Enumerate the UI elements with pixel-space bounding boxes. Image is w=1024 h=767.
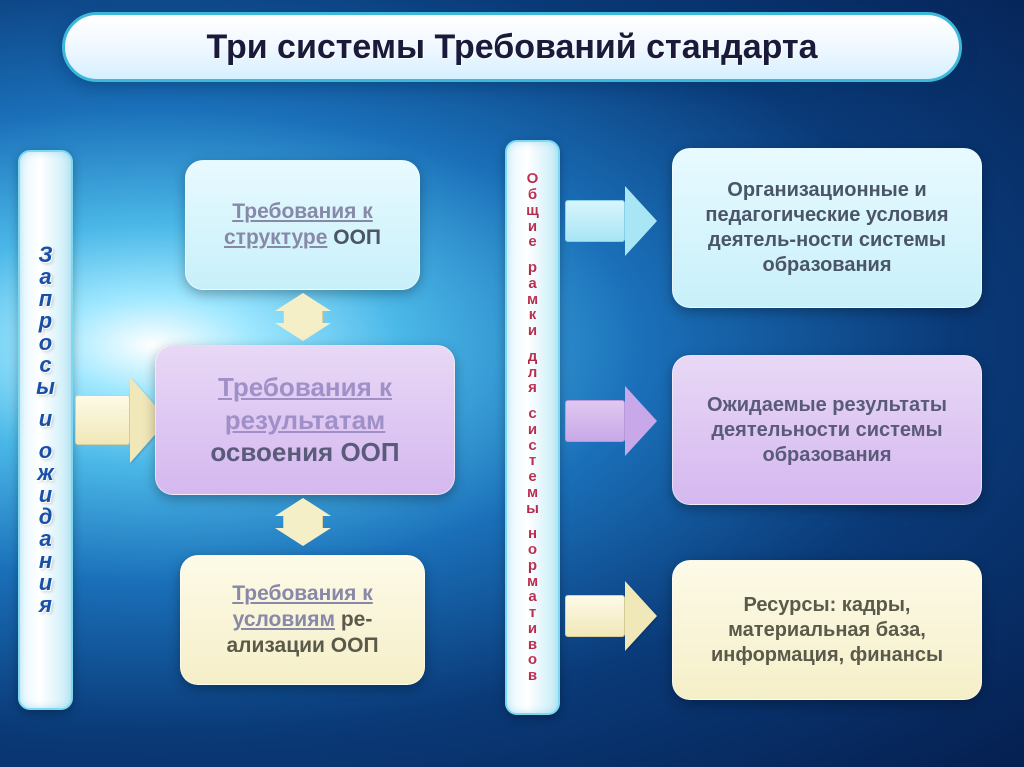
right-box-expected-results-text: Ожидаемые результаты деятельности систем… (691, 393, 963, 468)
middle-vertical-label: Общие рамки для системы нормативов (505, 140, 560, 715)
center-box-conditions-text: Требования к условиям ре-ализации ООП (199, 581, 406, 660)
center-box-structure-text: Требования к структуре ООП (204, 199, 401, 252)
bidir-arrow-bottom (275, 498, 331, 546)
center-box-results: Требования к результатам освоения ООП (155, 345, 455, 495)
bidir-arrow-top (275, 293, 331, 341)
left-vertical-label: Запросы и ожидания (18, 150, 73, 710)
page-title: Три системы Требований стандарта (206, 28, 817, 67)
center-box-structure: Требования к структуре ООП (185, 160, 420, 290)
center-box-results-text: Требования к результатам освоения ООП (174, 371, 436, 469)
right-box-resources-text: Ресурсы: кадры, материальная база, инфор… (691, 593, 963, 668)
right-box-expected-results: Ожидаемые результаты деятельности систем… (672, 355, 982, 505)
right-box-organizational: Организационные и педагогические условия… (672, 148, 982, 308)
page-title-bar: Три системы Требований стандарта (62, 12, 962, 82)
center-box-conditions: Требования к условиям ре-ализации ООП (180, 555, 425, 685)
right-box-organizational-text: Организационные и педагогические условия… (691, 178, 963, 278)
right-box-resources: Ресурсы: кадры, материальная база, инфор… (672, 560, 982, 700)
